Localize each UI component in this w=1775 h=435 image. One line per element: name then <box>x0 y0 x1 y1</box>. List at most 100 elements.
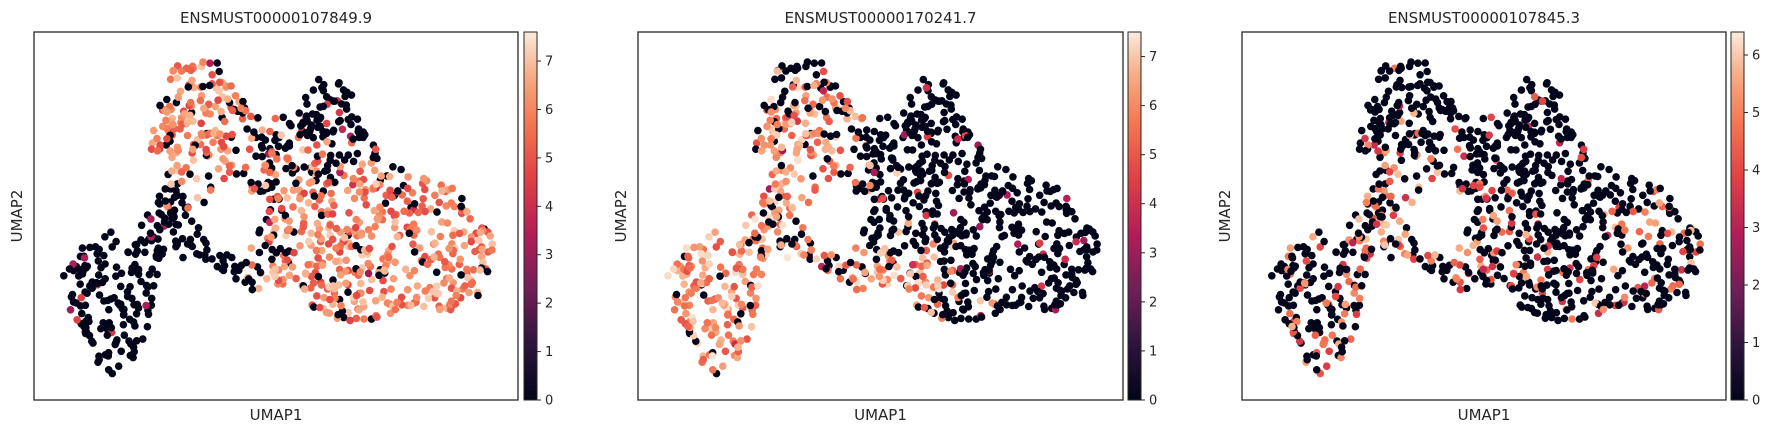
data-point <box>144 310 153 319</box>
data-point <box>1523 115 1532 123</box>
data-point <box>1476 255 1484 264</box>
data-point <box>912 272 920 281</box>
data-point <box>846 163 854 172</box>
data-point <box>225 162 234 170</box>
plot-frame <box>33 31 519 401</box>
data-point <box>677 316 685 324</box>
data-point <box>908 261 917 269</box>
data-point <box>173 161 181 170</box>
data-point <box>273 155 281 163</box>
data-point <box>364 259 373 268</box>
data-point <box>948 186 957 195</box>
data-point <box>1400 175 1409 183</box>
data-point <box>821 107 830 116</box>
data-point <box>1394 111 1402 120</box>
data-point <box>352 314 361 323</box>
data-point <box>1540 159 1548 167</box>
data-point <box>1552 308 1561 317</box>
data-point <box>759 209 768 217</box>
data-point <box>1685 252 1694 261</box>
data-point <box>772 212 781 221</box>
data-point <box>687 289 695 298</box>
data-point <box>343 225 351 234</box>
data-point <box>460 241 469 250</box>
data-point <box>1488 262 1497 271</box>
data-point <box>445 274 454 282</box>
data-point <box>1492 154 1500 163</box>
data-point <box>1515 284 1523 292</box>
data-point <box>746 301 755 310</box>
data-point <box>918 230 927 239</box>
data-point <box>376 203 384 211</box>
data-point <box>1674 215 1682 223</box>
data-point <box>211 102 220 111</box>
data-point <box>951 120 960 129</box>
data-point <box>112 272 120 281</box>
data-point <box>1518 303 1526 311</box>
data-point <box>197 119 205 128</box>
data-point <box>1345 277 1353 286</box>
data-point <box>836 275 845 283</box>
data-point <box>163 108 171 116</box>
data-point <box>924 293 933 302</box>
data-point <box>944 86 952 94</box>
data-point <box>380 266 389 275</box>
data-point <box>1546 125 1555 134</box>
data-point <box>360 194 369 202</box>
data-point <box>965 194 973 202</box>
data-point <box>219 155 227 163</box>
data-point <box>923 127 932 136</box>
data-point <box>149 126 158 135</box>
data-point <box>305 237 313 246</box>
data-point <box>95 355 103 364</box>
data-point <box>465 288 473 297</box>
data-point <box>385 172 394 181</box>
data-point <box>232 170 241 178</box>
data-point <box>317 246 326 255</box>
data-point <box>1649 258 1657 266</box>
data-point <box>939 80 947 88</box>
data-point <box>1642 289 1651 298</box>
data-point <box>308 110 317 118</box>
data-point <box>131 322 139 330</box>
data-point <box>215 78 224 87</box>
data-point <box>767 95 775 104</box>
data-point <box>248 261 256 269</box>
data-point <box>927 308 935 317</box>
data-point <box>263 275 271 283</box>
data-point <box>317 211 326 220</box>
data-point <box>1311 296 1320 305</box>
data-point <box>1376 167 1384 175</box>
data-point <box>949 209 958 217</box>
data-point <box>996 258 1004 267</box>
data-point <box>1401 193 1410 202</box>
data-point <box>922 246 931 255</box>
data-point <box>1618 248 1627 256</box>
data-point <box>339 86 348 94</box>
data-point <box>878 194 887 203</box>
data-point <box>296 194 304 203</box>
data-point <box>980 203 989 211</box>
data-point <box>258 144 267 152</box>
colorbar-tick-label: 6 <box>545 103 553 118</box>
data-point <box>178 234 187 243</box>
data-point <box>788 204 797 212</box>
data-point <box>307 229 316 238</box>
data-point <box>1382 221 1391 229</box>
data-point <box>1345 221 1354 230</box>
data-point <box>1412 172 1421 180</box>
data-point <box>78 244 87 252</box>
data-point <box>318 261 327 270</box>
data-point <box>957 314 965 323</box>
data-point <box>456 255 465 264</box>
data-point <box>1456 261 1464 269</box>
data-point <box>1696 240 1704 248</box>
x-axis-label: UMAP1 <box>250 406 303 424</box>
data-point <box>871 233 880 241</box>
data-point <box>1050 244 1058 253</box>
panel-title: ENSMUST00000107849.9 <box>180 9 372 27</box>
data-point <box>1062 271 1070 279</box>
data-point <box>277 131 286 139</box>
data-point <box>1562 125 1571 133</box>
